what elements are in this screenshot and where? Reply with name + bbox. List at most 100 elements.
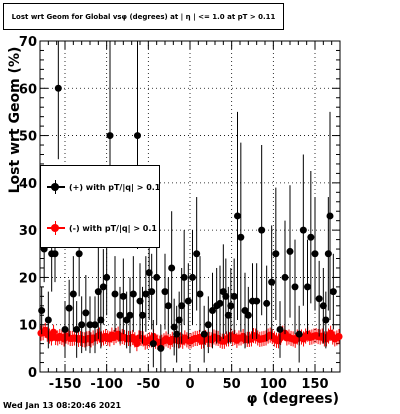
chart-legend: (+) with pT/|q| > 0.1 (-) with pT/|q| > …	[40, 165, 160, 248]
x-tick-label: 0	[185, 377, 194, 392]
positive-point	[145, 269, 153, 277]
positive-point	[134, 132, 141, 140]
positive-point	[149, 340, 157, 348]
positive-point	[170, 323, 178, 331]
y-tick-label: 20	[19, 271, 37, 286]
positive-point	[73, 325, 81, 333]
x-tick-label: 150	[301, 377, 328, 392]
positive-point	[65, 304, 73, 312]
positive-point	[258, 226, 266, 234]
positive-point	[326, 212, 334, 220]
positive-point	[94, 288, 102, 296]
positive-point	[237, 233, 245, 241]
positive-point	[126, 311, 134, 319]
positive-point	[193, 250, 201, 258]
y-tick-label: 70	[19, 35, 37, 50]
x-tick-label: 100	[260, 377, 287, 392]
positive-point	[44, 316, 52, 324]
positive-point	[224, 311, 232, 319]
chart-title-text: Lost wrt Geom for Global vsφ (degrees) a…	[11, 12, 276, 21]
positive-point	[54, 84, 62, 92]
positive-point	[103, 273, 111, 281]
positive-point	[322, 316, 330, 324]
chart-title: Lost wrt Geom for Global vsφ (degrees) a…	[3, 3, 284, 30]
positive-point	[99, 283, 107, 291]
positive-point	[324, 250, 332, 258]
positive-point	[216, 299, 224, 307]
positive-point	[281, 273, 289, 281]
positive-point	[253, 297, 261, 305]
positive-point	[153, 273, 161, 281]
positive-point	[304, 283, 311, 291]
legend-label-negative: (-) with pT/|q| > 0.1	[69, 223, 157, 233]
positive-point	[230, 292, 238, 300]
positive-point	[78, 321, 86, 329]
positive-point	[227, 302, 235, 310]
positive-point	[116, 311, 124, 319]
positive-point	[38, 307, 46, 315]
positive-point	[173, 330, 181, 338]
x-tick-label: 50	[223, 377, 241, 392]
positive-point	[311, 250, 319, 258]
positive-point	[175, 316, 183, 324]
x-axis-label: φ (degrees)	[246, 391, 339, 407]
positive-point	[209, 307, 216, 315]
positive-point	[75, 250, 83, 258]
positive-point	[272, 250, 280, 258]
positive-point	[196, 290, 204, 298]
positive-point	[164, 302, 172, 310]
positive-point	[82, 309, 90, 317]
positive-point	[329, 288, 337, 296]
positive-point	[291, 283, 299, 291]
positive-point	[276, 325, 284, 333]
legend-entry-negative: (-) with pT/|q| > 0.1	[41, 221, 161, 235]
positive-point	[119, 292, 127, 300]
positive-point	[86, 321, 94, 329]
positive-point	[299, 226, 307, 234]
positive-point	[69, 290, 77, 298]
positive-point	[157, 344, 165, 352]
positive-point	[204, 321, 212, 329]
negative-point	[335, 332, 343, 341]
positive-point	[222, 292, 230, 300]
positive-point	[106, 132, 114, 140]
positive-point	[184, 297, 192, 305]
positive-point	[189, 273, 196, 281]
y-tick-label: 0	[28, 366, 37, 381]
y-tick-label: 60	[19, 82, 37, 97]
positive-point	[319, 302, 327, 310]
positive-point	[234, 212, 241, 220]
positive-point	[61, 325, 69, 333]
y-tick-label: 50	[19, 130, 37, 145]
positive-point	[142, 290, 150, 298]
y-axis-label: Lost wrt Geom (%)	[7, 46, 23, 194]
legend-marker-positive	[47, 180, 65, 194]
positive-point	[136, 297, 144, 305]
legend-marker-negative	[47, 221, 65, 235]
positive-point	[180, 273, 188, 281]
legend-label-positive: (+) with pT/|q| > 0.1	[69, 182, 161, 192]
legend-entry-positive: (+) with pT/|q| > 0.1	[41, 180, 161, 194]
x-tick-label: -150	[49, 377, 82, 392]
timestamp: Wed Jan 13 08:20:46 2021	[3, 401, 122, 410]
positive-point	[97, 316, 105, 324]
positive-point	[263, 299, 271, 307]
positive-point	[91, 321, 99, 329]
positive-point	[315, 295, 323, 303]
positive-point	[178, 302, 186, 310]
positive-point	[295, 330, 303, 338]
y-tick-label: 30	[19, 224, 37, 239]
x-tick-label: -100	[90, 377, 123, 392]
positive-point	[307, 233, 315, 241]
positive-point	[268, 278, 276, 286]
positive-point	[286, 247, 294, 255]
positive-point	[161, 288, 169, 296]
x-tick-label: -50	[137, 377, 161, 392]
positive-point	[111, 290, 119, 298]
positive-point	[51, 250, 59, 258]
y-tick-label: 40	[19, 177, 37, 192]
positive-point	[168, 264, 176, 272]
positive-point	[139, 311, 146, 319]
y-tick-label: 10	[19, 319, 37, 334]
